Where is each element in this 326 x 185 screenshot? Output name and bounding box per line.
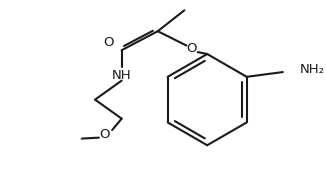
Text: O: O — [99, 128, 110, 141]
Text: O: O — [186, 42, 196, 55]
Text: NH: NH — [112, 69, 131, 82]
Text: O: O — [103, 36, 113, 49]
Text: NH₂: NH₂ — [300, 63, 325, 76]
